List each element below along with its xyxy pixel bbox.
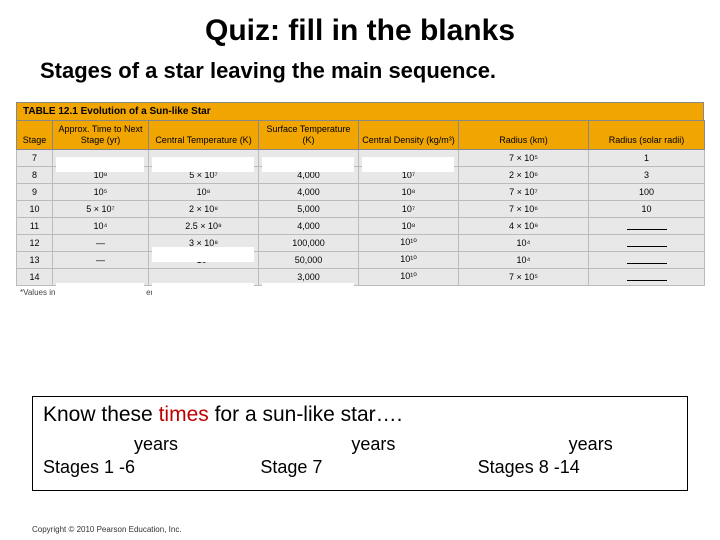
blank-years <box>260 435 346 455</box>
th-stemp: Surface Temperature (K) <box>259 121 359 150</box>
cell-cdens: 10¹⁰ <box>359 251 459 268</box>
blank-overlay <box>56 157 144 172</box>
cell-rsol: 100 <box>589 183 705 200</box>
blank-overlay <box>152 283 254 298</box>
blank-underline <box>627 237 667 247</box>
cell-time: 5 × 10⁷ <box>53 200 149 217</box>
know-col: years Stages 8 -14 <box>478 433 677 480</box>
cell-rsol: 3 <box>589 166 705 183</box>
blank-underline <box>627 254 667 264</box>
blank-years <box>43 435 129 455</box>
cell-radius: 10⁴ <box>459 234 589 251</box>
cell-rsol: 1 <box>589 149 705 166</box>
page-title: Quiz: fill in the blanks <box>0 0 720 58</box>
years-suffix: years <box>351 434 395 454</box>
know-col-label: Stages 8 -14 <box>478 457 580 477</box>
cell-stage: 8 <box>17 166 53 183</box>
cell-stemp: 100,000 <box>259 234 359 251</box>
cell-radius: 7 × 10⁵ <box>459 149 589 166</box>
know-box: Know these times for a sun-like star…. y… <box>32 396 688 491</box>
cell-stemp: 5,000 <box>259 200 359 217</box>
cell-rsol <box>589 217 705 234</box>
know-lead-a: Know these <box>43 403 159 426</box>
cell-stage: 11 <box>17 217 53 234</box>
cell-stage: 13 <box>17 251 53 268</box>
table-container: TABLE 12.1 Evolution of a Sun-like Star … <box>16 102 704 297</box>
cell-stage: 10 <box>17 200 53 217</box>
cell-radius: 7 × 10⁵ <box>459 268 589 285</box>
cell-stage: 12 <box>17 234 53 251</box>
cell-stage: 14 <box>17 268 53 285</box>
blank-overlay <box>152 247 254 262</box>
cell-cdens: 10¹⁰ <box>359 234 459 251</box>
blank-underline <box>627 271 667 281</box>
blank-overlay <box>262 157 354 172</box>
cell-time: 10⁵ <box>53 183 149 200</box>
blank-overlay <box>56 283 144 298</box>
cell-cdens: 10⁸ <box>359 217 459 234</box>
th-ctemp: Central Temperature (K) <box>149 121 259 150</box>
cell-cdens: 10¹⁰ <box>359 268 459 285</box>
cell-ctemp: 10⁸ <box>149 183 259 200</box>
cell-stemp: 4,000 <box>259 183 359 200</box>
cell-time: — <box>53 251 149 268</box>
years-suffix: years <box>569 434 613 454</box>
know-lead-c: for a sun-like star…. <box>209 403 403 426</box>
th-radius: Radius (km) <box>459 121 589 150</box>
know-col-label: Stage 7 <box>260 457 322 477</box>
cell-rsol: 10 <box>589 200 705 217</box>
cell-time: — <box>53 234 149 251</box>
cell-radius: 4 × 10⁸ <box>459 217 589 234</box>
blank-overlay <box>152 157 254 172</box>
years-suffix: years <box>134 434 178 454</box>
table-row: 13—10⁸50,00010¹⁰10⁴ <box>17 251 705 268</box>
cell-stage: 9 <box>17 183 53 200</box>
know-lead: Know these times for a sun-like star…. <box>43 403 677 427</box>
table-row: 12—3 × 10⁸100,00010¹⁰10⁴ <box>17 234 705 251</box>
table-caption: TABLE 12.1 Evolution of a Sun-like Star <box>16 102 704 120</box>
cell-rsol <box>589 234 705 251</box>
cell-time: 10⁴ <box>53 217 149 234</box>
table-header-row: Stage Approx. Time to Next Stage (yr) Ce… <box>17 121 705 150</box>
cell-radius: 2 × 10⁶ <box>459 166 589 183</box>
cell-radius: 7 × 10⁷ <box>459 183 589 200</box>
cell-ctemp: 2.5 × 10⁸ <box>149 217 259 234</box>
th-rsol: Radius (solar radii) <box>589 121 705 150</box>
cell-stemp: 4,000 <box>259 217 359 234</box>
cell-cdens: 10⁸ <box>359 183 459 200</box>
blank-overlay <box>362 157 454 172</box>
cell-ctemp: 2 × 10⁸ <box>149 200 259 217</box>
know-col-label: Stages 1 -6 <box>43 457 135 477</box>
blank-years <box>478 435 564 455</box>
know-lead-times: times <box>159 403 209 426</box>
table-row: 1110⁴2.5 × 10⁸4,00010⁸4 × 10⁸ <box>17 217 705 234</box>
blank-overlay <box>262 283 354 298</box>
cell-cdens: 10⁷ <box>359 200 459 217</box>
th-stage: Stage <box>17 121 53 150</box>
evolution-table: Stage Approx. Time to Next Stage (yr) Ce… <box>16 120 705 286</box>
cell-radius: 10⁴ <box>459 251 589 268</box>
th-cdens: Central Density (kg/m³) <box>359 121 459 150</box>
cell-stemp: 50,000 <box>259 251 359 268</box>
cell-radius: 7 × 10⁶ <box>459 200 589 217</box>
table-row: 105 × 10⁷2 × 10⁸5,00010⁷7 × 10⁶10 <box>17 200 705 217</box>
know-columns: years Stages 1 -6 years Stage 7 years Stage… <box>43 433 677 480</box>
know-col: years Stage 7 <box>260 433 459 480</box>
page-subtitle: Stages of a star leaving the main sequen… <box>0 58 720 102</box>
cell-rsol <box>589 268 705 285</box>
table-row: 910⁵10⁸4,00010⁸7 × 10⁷100 <box>17 183 705 200</box>
cell-rsol <box>589 251 705 268</box>
know-col: years Stages 1 -6 <box>43 433 242 480</box>
cell-stage: 7 <box>17 149 53 166</box>
copyright-text: Copyright © 2010 Pearson Education, Inc. <box>32 525 182 534</box>
th-time: Approx. Time to Next Stage (yr) <box>53 121 149 150</box>
blank-underline <box>627 220 667 230</box>
